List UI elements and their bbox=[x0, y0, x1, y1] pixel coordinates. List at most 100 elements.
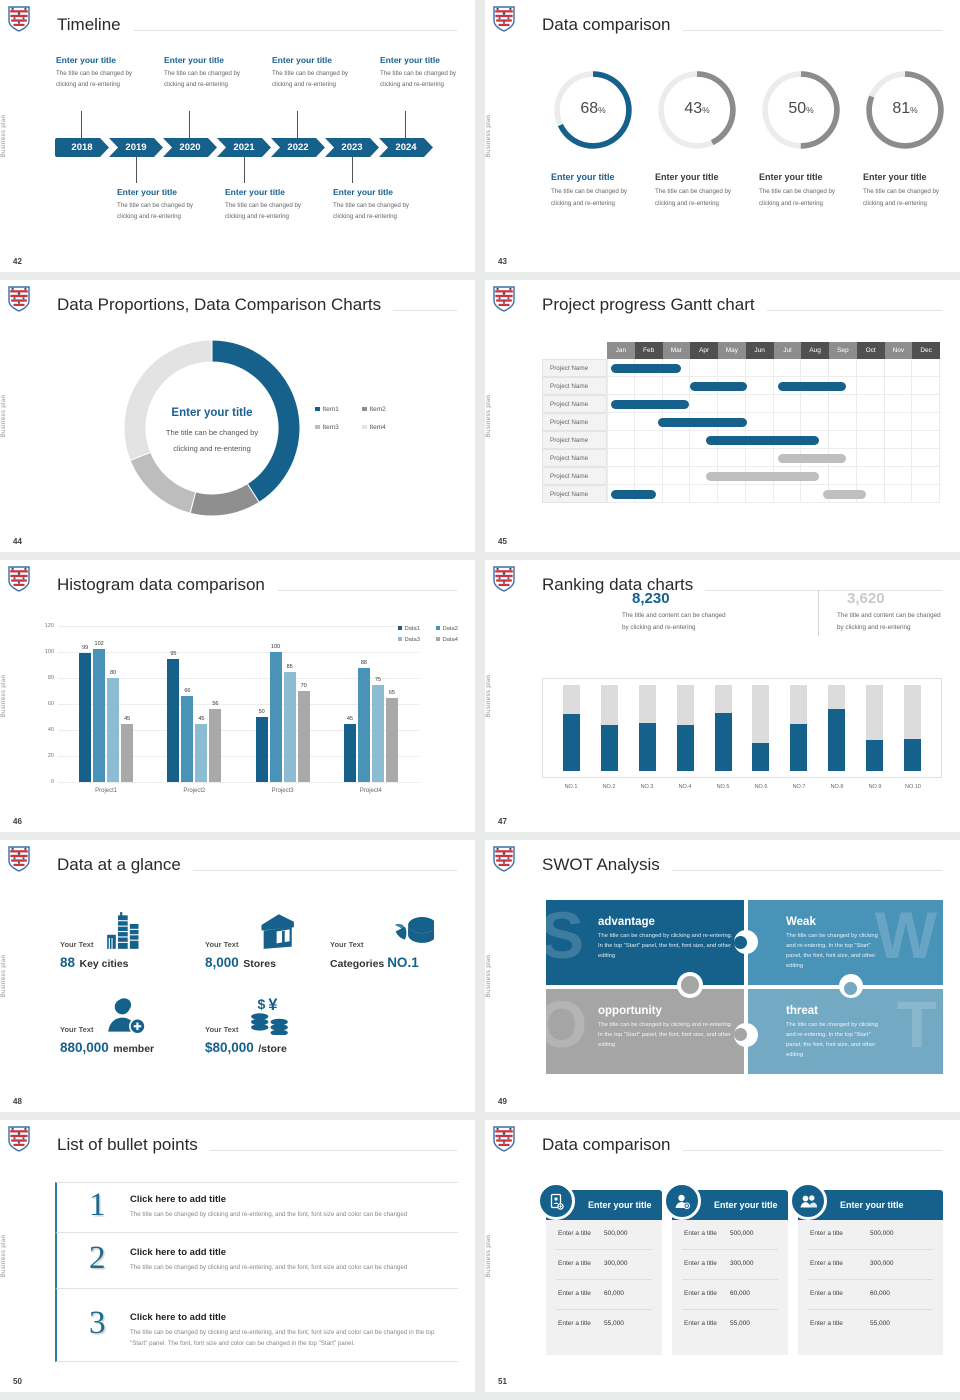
histogram-gridline bbox=[58, 782, 419, 783]
gantt-grid-cell bbox=[829, 377, 857, 395]
title-rule bbox=[682, 30, 942, 31]
legend-item-Data1: Data1 bbox=[398, 626, 420, 632]
gantt-grid-cell bbox=[745, 485, 774, 503]
gantt-grid-cell bbox=[690, 485, 718, 503]
pie-donut-chart bbox=[124, 340, 300, 516]
card-row-value: 60,000 bbox=[870, 1290, 890, 1297]
stat-item-value: $80,000 /store bbox=[205, 1039, 365, 1057]
gantt-grid-cell bbox=[912, 467, 940, 485]
gantt-grid-cell bbox=[745, 413, 774, 431]
histogram-ytick: 120 bbox=[44, 623, 54, 629]
slide-48[interactable]: Business plan Data at a glance Your Text… bbox=[0, 840, 475, 1112]
timeline-item-body: The title can be changed by clicking and … bbox=[164, 70, 241, 89]
ranking-track-NO.3 bbox=[638, 685, 656, 771]
slide-50[interactable]: Business plan List of bullet points 1 Cli… bbox=[0, 1120, 475, 1392]
slide-title-row: Project progress Gantt chart bbox=[542, 295, 942, 315]
swot-body: The title can be changed by clicking and… bbox=[786, 933, 878, 970]
stat-item-value: 88 Key cities bbox=[60, 954, 220, 972]
card-row-1: Enter a title 300,000 bbox=[798, 1250, 943, 1280]
gantt-month-Nov: Nov bbox=[884, 342, 913, 359]
card-row-label: Enter a title bbox=[558, 1320, 591, 1327]
slide-45[interactable]: Business plan Project progress Gantt cha… bbox=[485, 280, 960, 552]
card-row-1: Enter a title 300,000 bbox=[672, 1250, 788, 1280]
card-row-value: 300,000 bbox=[604, 1260, 628, 1267]
svg-text:$: $ bbox=[258, 997, 266, 1012]
card-row-value: 500,000 bbox=[604, 1230, 628, 1237]
legend-item-Data3: Data3 bbox=[398, 637, 420, 643]
comparison-card-2: Enter your title Enter a title 500,000 Ente… bbox=[789, 1182, 943, 1355]
slide-46-content: 120 100 80 60 40 20 0 99 102 80 45 Project1 95 66 45 56… bbox=[0, 560, 475, 832]
ranking-xtick: NO.9 bbox=[868, 784, 882, 790]
slide-51[interactable]: Business plan Data comparison Enter your… bbox=[485, 1120, 960, 1392]
slide-43[interactable]: Business plan Data comparison 68% Enter y… bbox=[485, 0, 960, 272]
gantt-grid-cell bbox=[829, 395, 857, 413]
card-header: Enter your title bbox=[789, 1182, 943, 1220]
swot-letter-O: O bbox=[546, 989, 588, 1061]
swot-word: opportunity bbox=[598, 1005, 662, 1017]
gantt-grid-cell bbox=[773, 359, 802, 377]
card-row-value: 55,000 bbox=[870, 1320, 890, 1327]
gantt-grid-cell bbox=[912, 395, 940, 413]
slide-43-content: 68% Enter your title The title can be chan… bbox=[485, 0, 960, 272]
gantt-row-label: Project Name bbox=[542, 359, 607, 377]
donut-value-2: 50% bbox=[788, 100, 814, 117]
slide-42[interactable]: Business plan Timeline 2018 2019 2020 2021 2… bbox=[0, 0, 475, 272]
slide-title: Data comparison bbox=[542, 1135, 671, 1154]
crest-logo-icon bbox=[8, 286, 30, 312]
stat-item-label: Your Text bbox=[60, 940, 94, 949]
histogram-bar-Data3 bbox=[107, 678, 120, 782]
gantt-month-Sep: Sep bbox=[829, 342, 857, 359]
histogram-bar-value: 45 bbox=[346, 715, 353, 722]
histogram-bar-Data4 bbox=[209, 709, 222, 782]
page-number: 47 bbox=[498, 817, 507, 826]
page-number: 49 bbox=[498, 1097, 507, 1106]
stat-unit: Stores bbox=[243, 958, 276, 970]
card-row-2: Enter a title 60,000 bbox=[672, 1280, 788, 1310]
donut-stat-title-1: Enter your title bbox=[655, 172, 719, 182]
stat-item-value: 8,000 Stores bbox=[205, 954, 365, 972]
gantt-bar bbox=[823, 489, 867, 499]
timeline-item-title: Enter your title bbox=[380, 55, 440, 65]
legend-item-Item2: Item2 bbox=[362, 406, 386, 413]
legend-swatch bbox=[436, 626, 440, 630]
swot-body: The title can be changed by clicking and… bbox=[598, 933, 733, 960]
gantt-month-Dec: Dec bbox=[912, 342, 940, 359]
bullet-text-block: Click here to add title The title can be … bbox=[130, 1247, 452, 1273]
gantt-grid-cell bbox=[662, 395, 691, 413]
slide-title-row: Data comparison bbox=[542, 1135, 942, 1155]
title-rule bbox=[705, 590, 942, 591]
gantt-bar bbox=[777, 453, 846, 463]
slide-44[interactable]: Business plan Data Proportions, Data Com… bbox=[0, 280, 475, 552]
slide-title: Data comparison bbox=[542, 15, 671, 34]
histogram-bar-value: 75 bbox=[374, 676, 381, 683]
svg-text:¥: ¥ bbox=[268, 997, 277, 1014]
bullet-number: 3 bbox=[89, 1305, 106, 1341]
ranking-stat-1: 3,620 The title and content can be change… bbox=[837, 590, 960, 634]
gantt-grid-cell bbox=[801, 359, 829, 377]
slide-46[interactable]: Business plan Histogram data comparison … bbox=[0, 560, 475, 832]
swot-word: threat bbox=[786, 1005, 818, 1017]
histogram-bar-Data1 bbox=[167, 658, 180, 782]
donut-value-1: 43% bbox=[684, 100, 710, 117]
histogram-gridline bbox=[58, 652, 419, 653]
ranking-track-NO.6 bbox=[752, 685, 770, 771]
stat-value: 88 bbox=[60, 955, 76, 970]
title-rule bbox=[671, 870, 942, 871]
timeline-year-2024: 2024 bbox=[379, 138, 433, 157]
donut-stat-body-2: The title can be changed by clicking and … bbox=[759, 188, 836, 207]
slide-47[interactable]: Business plan Ranking data charts 8,230 T… bbox=[485, 560, 960, 832]
ranking-track-NO.1 bbox=[563, 685, 581, 771]
histogram-bar-value: 95 bbox=[170, 650, 177, 657]
donut-ring-3 bbox=[866, 71, 944, 149]
puzzle-knob bbox=[734, 1028, 747, 1041]
gantt-grid-cell bbox=[662, 485, 691, 503]
gantt-grid-cell bbox=[856, 449, 885, 467]
gantt-grid-cell bbox=[634, 467, 663, 485]
card-body: Enter a title 500,000 Enter a title 300,000… bbox=[798, 1220, 943, 1355]
ranking-xtick: NO.2 bbox=[602, 784, 616, 790]
donut-center-body: The title can be changed by clicking and … bbox=[165, 428, 259, 453]
ranking-track-NO.2 bbox=[601, 685, 619, 771]
